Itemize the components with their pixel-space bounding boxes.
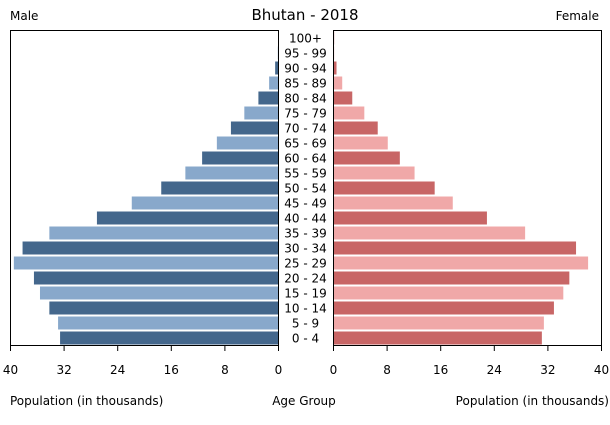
female-bar-30-34 [333, 241, 577, 255]
female-bar-75-79 [333, 106, 365, 120]
tick-label-left: 0 [275, 363, 283, 377]
male-bar-15-19 [39, 286, 279, 300]
tick-label-right: 24 [487, 363, 502, 377]
female-bar-40-44 [333, 211, 487, 225]
age-group-label: 40 - 44 [284, 212, 327, 226]
male-bar-75-79 [244, 106, 279, 120]
age-group-label: 100+ [289, 32, 322, 46]
male-bar-0-4 [60, 331, 279, 345]
age-group-label: 70 - 74 [284, 122, 327, 136]
male-label: Male [10, 9, 38, 23]
x-axis-label-left: Population (in thousands) [10, 394, 163, 408]
male-bar-90-94 [275, 61, 279, 75]
age-group-label: 15 - 19 [284, 287, 327, 301]
age-group-label: 5 - 9 [292, 317, 319, 331]
age-group-label: 80 - 84 [284, 92, 327, 106]
female-bar-0-4 [333, 331, 542, 345]
age-group-label: 90 - 94 [284, 62, 327, 76]
male-bar-45-49 [131, 196, 279, 210]
male-bar-35-39 [49, 226, 279, 240]
male-bar-40-44 [96, 211, 279, 225]
male-bar-10-14 [49, 301, 279, 315]
female-bar-10-14 [333, 301, 554, 315]
male-bar-20-24 [33, 271, 279, 285]
male-bar-30-34 [22, 241, 279, 255]
tick-label-left: 8 [221, 363, 229, 377]
female-bar-90-94 [333, 61, 337, 75]
female-bar-50-54 [333, 181, 435, 195]
age-group-label: 10 - 14 [284, 302, 327, 316]
tick-label-right: 8 [383, 363, 391, 377]
tick-label-right: 0 [330, 363, 338, 377]
female-bar-45-49 [333, 196, 453, 210]
right-plot-frame [333, 30, 602, 346]
tick-label-right: 32 [540, 363, 555, 377]
tick-label-left: 40 [3, 363, 18, 377]
tick-label-right: 16 [433, 363, 448, 377]
male-bar-60-64 [202, 151, 279, 165]
age-group-label: 85 - 89 [284, 77, 327, 91]
male-bar-65-69 [216, 136, 279, 150]
age-group-label: 20 - 24 [284, 272, 327, 286]
tick-label-right: 40 [594, 363, 609, 377]
female-bar-20-24 [333, 271, 570, 285]
age-group-label: 45 - 49 [284, 197, 327, 211]
age-group-label: 60 - 64 [284, 152, 327, 166]
female-bar-15-19 [333, 286, 564, 300]
age-group-label: 30 - 34 [284, 242, 327, 256]
age-group-label: 50 - 54 [284, 182, 327, 196]
x-axis-label-right: Population (in thousands) [456, 394, 609, 408]
male-bar-70-74 [230, 121, 279, 135]
female-bar-60-64 [333, 151, 400, 165]
female-bar-5-9 [333, 316, 544, 330]
male-bar-85-89 [269, 76, 279, 90]
male-bar-50-54 [161, 181, 279, 195]
female-bar-65-69 [333, 136, 388, 150]
male-bar-25-29 [13, 256, 279, 270]
male-bar-80-84 [258, 91, 279, 105]
age-group-label: 25 - 29 [284, 257, 327, 271]
age-group-label: 65 - 69 [284, 137, 327, 151]
x-axis-label-center: Age Group [272, 394, 336, 408]
tick-label-left: 24 [110, 363, 125, 377]
tick-label-left: 16 [164, 363, 179, 377]
age-group-label: 35 - 39 [284, 227, 327, 241]
male-bar-5-9 [58, 316, 279, 330]
age-group-label: 75 - 79 [284, 107, 327, 121]
age-group-label: 95 - 99 [284, 47, 327, 61]
female-bar-85-89 [333, 76, 343, 90]
chart-title: Bhutan - 2018 [251, 6, 358, 24]
age-group-label: 0 - 4 [292, 332, 319, 346]
left-plot-frame [10, 30, 279, 346]
male-bar-55-59 [185, 166, 279, 180]
female-bar-55-59 [333, 166, 415, 180]
female-label: Female [556, 9, 599, 23]
female-bar-80-84 [333, 91, 353, 105]
age-group-label: 55 - 59 [284, 167, 327, 181]
female-bar-70-74 [333, 121, 378, 135]
female-bar-25-29 [333, 256, 589, 270]
female-bar-35-39 [333, 226, 526, 240]
tick-label-left: 32 [56, 363, 71, 377]
